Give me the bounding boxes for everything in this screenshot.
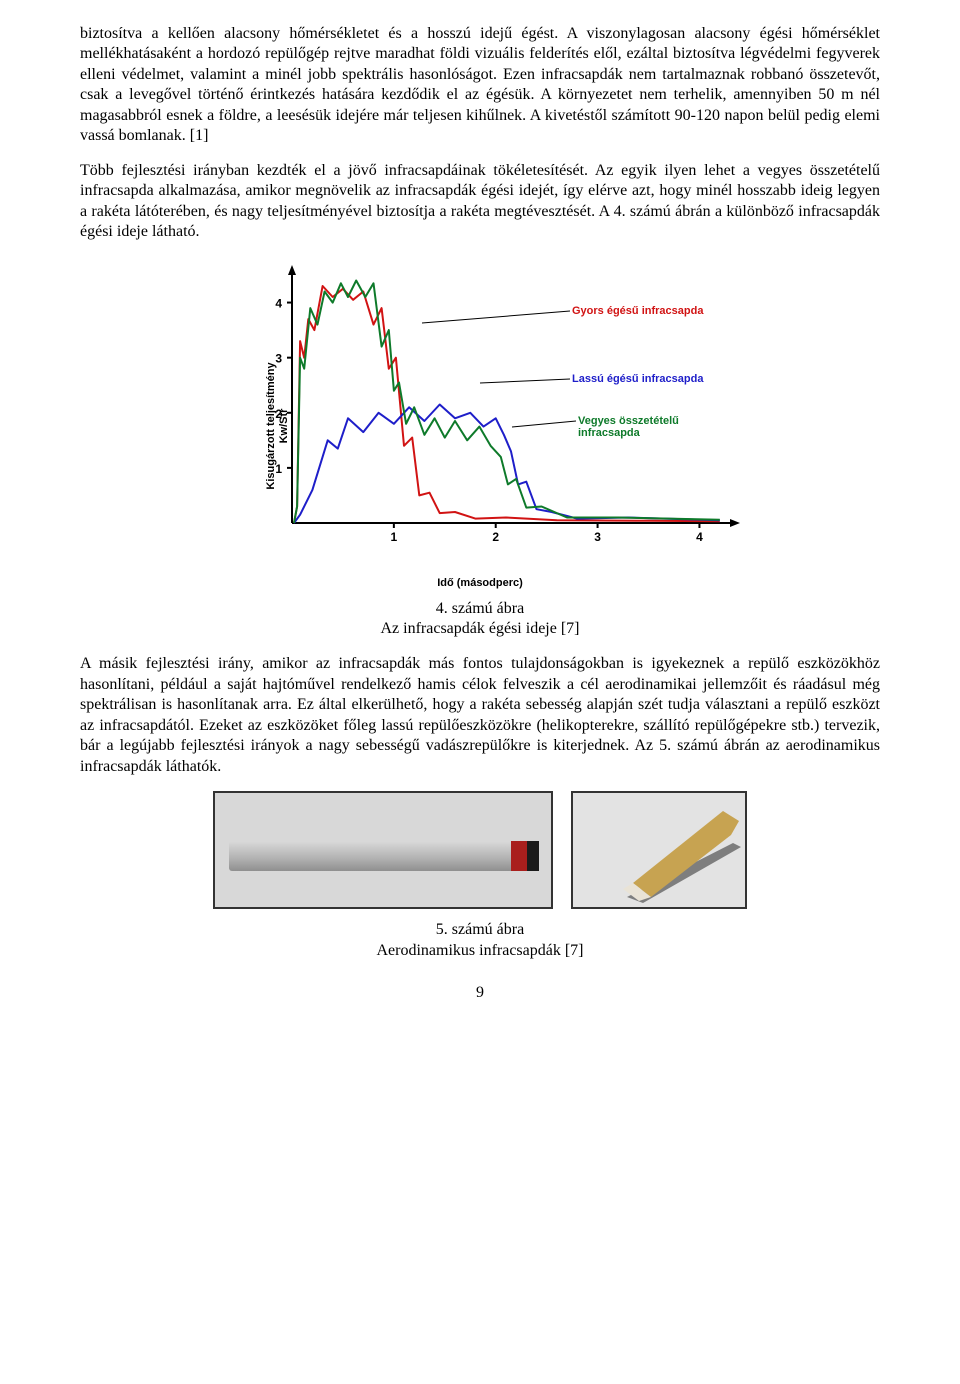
- svg-text:4: 4: [275, 296, 282, 310]
- figure-4-caption: 4. számú ábra Az infracsapdák égési idej…: [80, 599, 880, 641]
- svg-text:4: 4: [696, 530, 703, 544]
- figure-4: Kisugárzott teljesítmény Kw/Str 12341234…: [80, 257, 880, 593]
- ylabel-line1: Kisugárzott teljesítmény: [265, 362, 277, 489]
- photo-row: [213, 791, 747, 909]
- chart-y-axis-label: Kisugárzott teljesítmény Kw/Str: [265, 362, 290, 489]
- figure-5-caption-line1: 5. számú ábra: [436, 921, 524, 938]
- figure-5-caption-line2: Aerodinamikus infracsapdák [7]: [376, 942, 583, 959]
- paragraph-3: A másik fejlesztési irány, amikor az inf…: [80, 654, 880, 777]
- page-number: 9: [80, 984, 880, 1002]
- chart-container: Kisugárzott teljesítmény Kw/Str 12341234…: [212, 257, 748, 593]
- legend-lassú-égésű-infracsapda: Lassú égésű infracsapda: [572, 373, 703, 386]
- svg-text:2: 2: [492, 530, 499, 544]
- figure-5-caption: 5. számú ábra Aerodinamikus infracsapdák…: [80, 920, 880, 962]
- figure-4-caption-line2: Az infracsapdák égési ideje [7]: [380, 620, 579, 637]
- svg-text:3: 3: [594, 530, 601, 544]
- legend-gyors-égésű-infracsapda: Gyors égésű infracsapda: [572, 305, 703, 318]
- figure-4-caption-line1: 4. számú ábra: [436, 600, 524, 617]
- svg-text:1: 1: [391, 530, 398, 544]
- figure-5: [80, 791, 880, 914]
- photo-left: [213, 791, 553, 909]
- chart-x-axis-label: Idő (másodperc): [220, 577, 740, 589]
- flare-body: [229, 841, 519, 871]
- paragraph-1: biztosítva a kellően alacsony hőmérsékle…: [80, 24, 880, 147]
- ylabel-line2: Kw/Str: [278, 408, 290, 443]
- flare-tip-red: [511, 841, 527, 871]
- photo-right: [571, 791, 747, 909]
- paragraph-2: Több fejlesztési irányban kezdték el a j…: [80, 161, 880, 243]
- photo-right-svg: [573, 793, 749, 911]
- flare-tip-black: [527, 841, 539, 871]
- legend-vegyes-összetételű-infracsapda: Vegyes összetételűinfracsapda: [578, 415, 679, 440]
